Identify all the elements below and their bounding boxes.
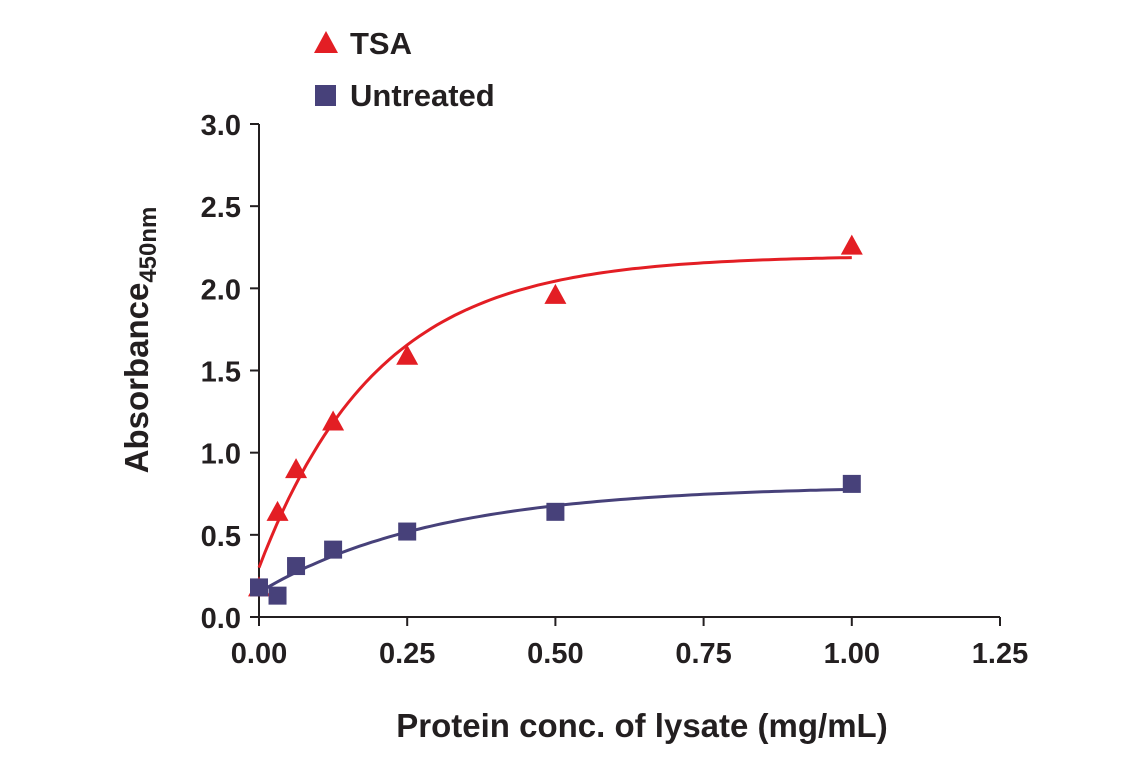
legend: TSA Untreated (314, 26, 495, 113)
legend-label-tsa: TSA (350, 26, 412, 61)
legend-marker-tsa (314, 31, 338, 53)
y-tick-label: 3.0 (201, 110, 241, 142)
y-axis-label: Absorbance450nm (118, 207, 162, 474)
fit-curve-tsa (257, 256, 852, 569)
y-tick-label: 0.0 (201, 603, 241, 635)
y-tick-label: 1.0 (201, 439, 241, 471)
x-tick-label: 0.25 (379, 638, 435, 670)
y-tick-label: 1.5 (201, 357, 241, 389)
y-tick-label: 2.0 (201, 274, 241, 306)
data-point-tsa (840, 234, 863, 255)
x-tick-label: 1.25 (972, 638, 1028, 670)
y-tick-label: 2.5 (201, 192, 241, 224)
data-points (248, 234, 863, 605)
legend-label-untreated: Untreated (350, 78, 495, 113)
data-point-untreated (250, 578, 268, 597)
x-tick-label: 0.00 (231, 638, 287, 670)
data-point-untreated (324, 540, 343, 559)
axes: 0.00 0.25 0.50 0.75 1.00 1.25 0.0 0.5 1.0 1.5 2.0 2… (201, 110, 1029, 670)
data-point-tsa (266, 500, 289, 521)
x-tick-label: 0.50 (527, 638, 583, 670)
data-point-tsa (544, 283, 567, 304)
y-axis-label-main: Absorbance (118, 283, 155, 474)
y-tick-label: 0.5 (201, 521, 241, 553)
fit-curves (257, 256, 852, 594)
data-point-untreated (842, 474, 861, 493)
x-tick-label: 0.75 (675, 638, 731, 670)
y-axis-label-subscript: 450nm (135, 207, 162, 283)
data-point-untreated (268, 586, 287, 605)
legend-marker-untreated (315, 85, 336, 106)
data-point-untreated (287, 557, 306, 576)
data-point-untreated (546, 502, 565, 521)
data-point-tsa (285, 458, 308, 479)
x-axis-label: Protein conc. of lysate (mg/mL) (396, 707, 887, 744)
data-point-untreated (398, 522, 417, 541)
data-point-tsa (322, 410, 345, 431)
data-point-tsa (396, 344, 419, 365)
x-tick-label: 1.00 (824, 638, 880, 670)
